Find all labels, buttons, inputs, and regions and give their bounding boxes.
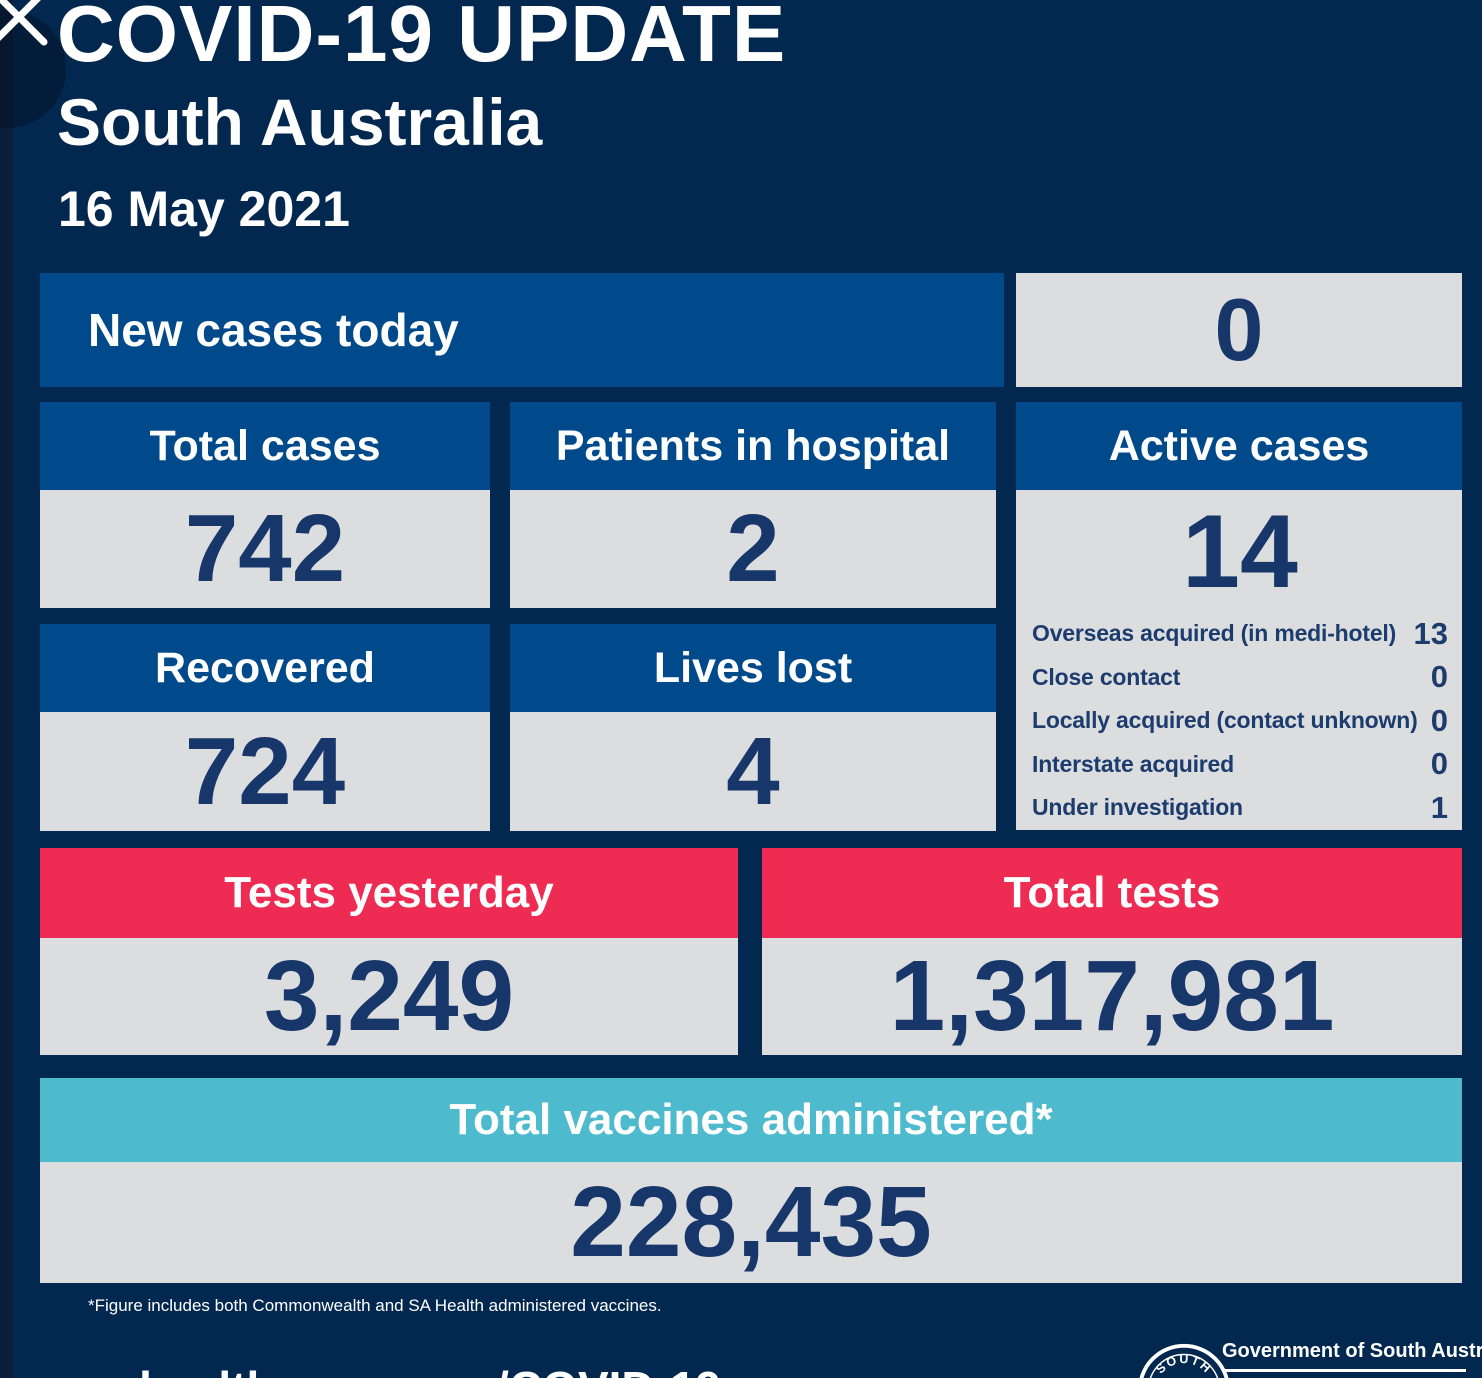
svg-text:SOUTH: SOUTH	[1153, 1352, 1215, 1376]
total-cases-value: 742	[40, 490, 490, 608]
recovered-label: Recovered	[40, 624, 490, 712]
vaccines-card: Total vaccines administered* 228,435	[40, 1078, 1462, 1283]
government-of-south-australia-emblem: SOUTH	[1139, 1343, 1229, 1378]
lives-lost-value: 4	[510, 712, 996, 831]
breakdown-value: 1	[1430, 789, 1448, 825]
breakdown-value: 0	[1430, 746, 1448, 782]
patients-in-hospital-card: Patients in hospital 2	[510, 402, 996, 608]
total-cases-label: Total cases	[40, 402, 490, 490]
total-tests-value: 1,317,981	[762, 938, 1462, 1055]
page-subtitle: South Australia	[57, 85, 543, 159]
total-cases-card: Total cases 742	[40, 402, 490, 608]
breakdown-label: Close contact	[1032, 663, 1181, 690]
logo-divider-rule	[1222, 1369, 1466, 1372]
active-cases-value: 14	[1182, 493, 1298, 610]
patients-in-hospital-value: 2	[510, 490, 996, 608]
tests-yesterday-value: 3,249	[40, 938, 738, 1055]
breakdown-label: Locally acquired (contact unknown)	[1032, 707, 1418, 734]
report-date: 16 May 2021	[58, 181, 350, 237]
new-cases-value: 0	[1016, 273, 1462, 387]
breakdown-label: Overseas acquired (in medi-hotel)	[1032, 620, 1397, 647]
breakdown-row: Close contact 0	[1032, 656, 1448, 700]
active-cases-panel: Active cases 14 Overseas acquired (in me…	[1016, 402, 1462, 830]
vaccines-footnote: *Figure includes both Commonwealth and S…	[88, 1296, 662, 1315]
breakdown-label: Interstate acquired	[1032, 750, 1234, 777]
viewer-edge-strip	[0, 0, 13, 1378]
breakdown-value: 0	[1430, 659, 1448, 695]
vaccines-label: Total vaccines administered*	[40, 1078, 1462, 1162]
breakdown-value: 13	[1413, 615, 1448, 651]
patients-in-hospital-label: Patients in hospital	[510, 402, 996, 490]
breakdown-row: Overseas acquired (in medi-hotel) 13	[1032, 612, 1448, 656]
sa-health-url: sahealth.sa.gov.au/COVID-19	[88, 1361, 721, 1378]
breakdown-label: Under investigation	[1032, 794, 1243, 821]
active-cases-breakdown: Overseas acquired (in medi-hotel) 13 Clo…	[1032, 612, 1448, 830]
active-cases-label: Active cases	[1016, 402, 1462, 490]
government-of-south-australia-label: Government of South Australia	[1222, 1340, 1482, 1362]
emblem-arc-text: SOUTH	[1153, 1352, 1213, 1376]
page-title: COVID-19 UPDATE	[57, 0, 787, 78]
tests-yesterday-card: Tests yesterday 3,249	[40, 848, 738, 1055]
recovered-value: 724	[40, 712, 490, 831]
breakdown-value: 0	[1430, 702, 1448, 738]
new-cases-label: New cases today	[40, 273, 1004, 387]
lives-lost-label: Lives lost	[510, 624, 996, 712]
close-icon[interactable]	[0, 0, 52, 50]
breakdown-row: Interstate acquired 0	[1032, 743, 1448, 787]
vaccines-value: 228,435	[40, 1162, 1462, 1283]
breakdown-row: Locally acquired (contact unknown) 0	[1032, 699, 1448, 743]
recovered-card: Recovered 724	[40, 624, 490, 831]
total-tests-label: Total tests	[762, 848, 1462, 938]
tests-yesterday-label: Tests yesterday	[40, 848, 738, 938]
breakdown-row: Under investigation 1	[1032, 786, 1448, 830]
total-tests-card: Total tests 1,317,981	[762, 848, 1462, 1055]
lives-lost-card: Lives lost 4	[510, 624, 996, 831]
